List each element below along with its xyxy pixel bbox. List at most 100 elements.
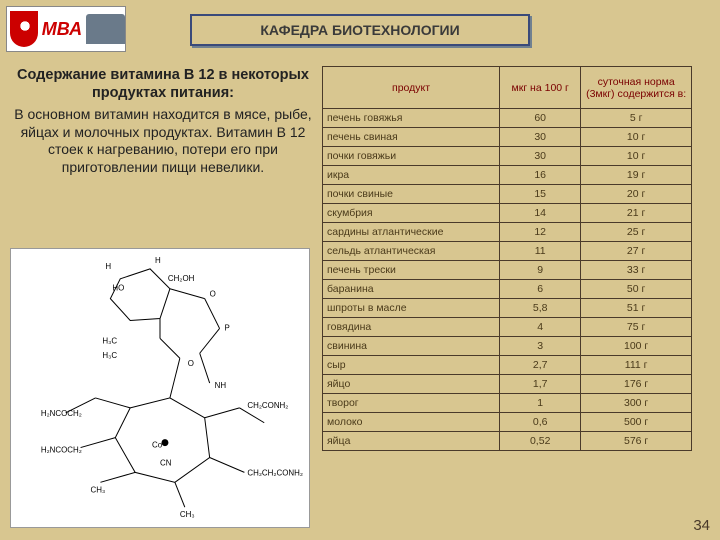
cell-norm: 33 г: [581, 261, 692, 280]
cell-norm: 51 г: [581, 299, 692, 318]
col-header-norm: суточная норма (3мкг) содержится в:: [581, 67, 692, 109]
cell-norm: 10 г: [581, 128, 692, 147]
col-header-amount: мкг на 100 г: [500, 67, 581, 109]
svg-text:H₃C: H₃C: [102, 336, 117, 345]
logo-building-icon: [86, 14, 125, 44]
svg-text:CH₃: CH₃: [180, 510, 195, 519]
section-body: В основном витамин находится в мясе, рыб…: [12, 106, 314, 176]
cell-product: скумбрия: [323, 204, 500, 223]
cell-amount: 12: [500, 223, 581, 242]
cell-amount: 2,7: [500, 356, 581, 375]
chemical-structure-figure: H H HO CH₂OH O P O NH H₂NCOCH₂ H₂NCOCH₂ CH₂CO…: [10, 248, 310, 528]
cell-product: молоко: [323, 413, 500, 432]
table-header-row: продукт мкг на 100 г суточная норма (3мк…: [323, 67, 692, 109]
cell-norm: 20 г: [581, 185, 692, 204]
svg-text:CH₃: CH₃: [91, 485, 106, 494]
table-row: творог1300 г: [323, 394, 692, 413]
table-row: свинина3100 г: [323, 337, 692, 356]
cell-norm: 19 г: [581, 166, 692, 185]
cell-norm: 10 г: [581, 147, 692, 166]
slide-number: 34: [693, 517, 710, 534]
cell-amount: 1: [500, 394, 581, 413]
svg-text:O: O: [210, 290, 216, 299]
cell-norm: 27 г: [581, 242, 692, 261]
header-title: КАФЕДРА БИОТЕХНОЛОГИИ: [190, 14, 530, 46]
table-row: шпроты в масле5,851 г: [323, 299, 692, 318]
table-row: яйцо1,7176 г: [323, 375, 692, 394]
left-column: Содержание витамина В 12 в некоторых про…: [12, 66, 314, 176]
nutrition-table: продукт мкг на 100 г суточная норма (3мк…: [322, 66, 692, 451]
svg-text:H₂NCOCH₂: H₂NCOCH₂: [41, 446, 82, 455]
cell-amount: 3: [500, 337, 581, 356]
cell-product: шпроты в масле: [323, 299, 500, 318]
cell-product: почки говяжьи: [323, 147, 500, 166]
cell-amount: 14: [500, 204, 581, 223]
table-row: печень свиная3010 г: [323, 128, 692, 147]
svg-text:O: O: [188, 359, 194, 368]
table-row: яйца0,52576 г: [323, 432, 692, 451]
cell-amount: 11: [500, 242, 581, 261]
section-title: Содержание витамина В 12 в некоторых про…: [12, 66, 314, 102]
table-row: сыр2,7111 г: [323, 356, 692, 375]
cell-norm: 176 г: [581, 375, 692, 394]
cell-product: икра: [323, 166, 500, 185]
svg-text:NH: NH: [215, 381, 227, 390]
cell-product: баранина: [323, 280, 500, 299]
cell-product: яйца: [323, 432, 500, 451]
svg-text:CH₂CONH₂: CH₂CONH₂: [247, 401, 288, 410]
cell-amount: 0,6: [500, 413, 581, 432]
cell-product: яйцо: [323, 375, 500, 394]
svg-text:Co⁺: Co⁺: [152, 441, 166, 450]
cell-norm: 100 г: [581, 337, 692, 356]
svg-text:H: H: [155, 256, 161, 265]
cell-product: печень свиная: [323, 128, 500, 147]
table-row: сардины атлантические1225 г: [323, 223, 692, 242]
cell-amount: 1,7: [500, 375, 581, 394]
table-row: печень трески933 г: [323, 261, 692, 280]
cell-product: сардины атлантические: [323, 223, 500, 242]
svg-text:H₂NCOCH₂: H₂NCOCH₂: [41, 409, 82, 418]
svg-text:HO: HO: [112, 284, 124, 293]
table-row: печень говяжья605 г: [323, 109, 692, 128]
cell-norm: 576 г: [581, 432, 692, 451]
cell-amount: 15: [500, 185, 581, 204]
cell-norm: 111 г: [581, 356, 692, 375]
cell-norm: 300 г: [581, 394, 692, 413]
logo-box: МВА: [6, 6, 126, 52]
logo-shield-icon: [10, 11, 38, 47]
cell-product: печень трески: [323, 261, 500, 280]
table-row: почки свиные1520 г: [323, 185, 692, 204]
svg-text:H: H: [105, 262, 111, 271]
table-row: икра1619 г: [323, 166, 692, 185]
cell-product: сельдь атлантическая: [323, 242, 500, 261]
cell-amount: 9: [500, 261, 581, 280]
cell-norm: 75 г: [581, 318, 692, 337]
cell-product: свинина: [323, 337, 500, 356]
cell-amount: 30: [500, 128, 581, 147]
cell-norm: 50 г: [581, 280, 692, 299]
cell-norm: 5 г: [581, 109, 692, 128]
cell-product: сыр: [323, 356, 500, 375]
table-row: баранина650 г: [323, 280, 692, 299]
svg-text:CN: CN: [160, 458, 172, 467]
cell-product: печень говяжья: [323, 109, 500, 128]
cell-amount: 16: [500, 166, 581, 185]
logo-text: МВА: [42, 19, 82, 40]
table-row: почки говяжьи3010 г: [323, 147, 692, 166]
cell-amount: 4: [500, 318, 581, 337]
svg-text:CH₂OH: CH₂OH: [168, 274, 195, 283]
cell-amount: 6: [500, 280, 581, 299]
table-row: говядина475 г: [323, 318, 692, 337]
table-row: скумбрия1421 г: [323, 204, 692, 223]
cell-amount: 0,52: [500, 432, 581, 451]
table-row: сельдь атлантическая1127 г: [323, 242, 692, 261]
cell-amount: 5,8: [500, 299, 581, 318]
cell-amount: 30: [500, 147, 581, 166]
svg-text:H₃C: H₃C: [102, 351, 117, 360]
cell-product: почки свиные: [323, 185, 500, 204]
cell-norm: 500 г: [581, 413, 692, 432]
svg-text:P: P: [225, 323, 230, 332]
cell-product: творог: [323, 394, 500, 413]
svg-text:CH₂CH₂CONH₂: CH₂CH₂CONH₂: [247, 468, 303, 477]
cell-product: говядина: [323, 318, 500, 337]
